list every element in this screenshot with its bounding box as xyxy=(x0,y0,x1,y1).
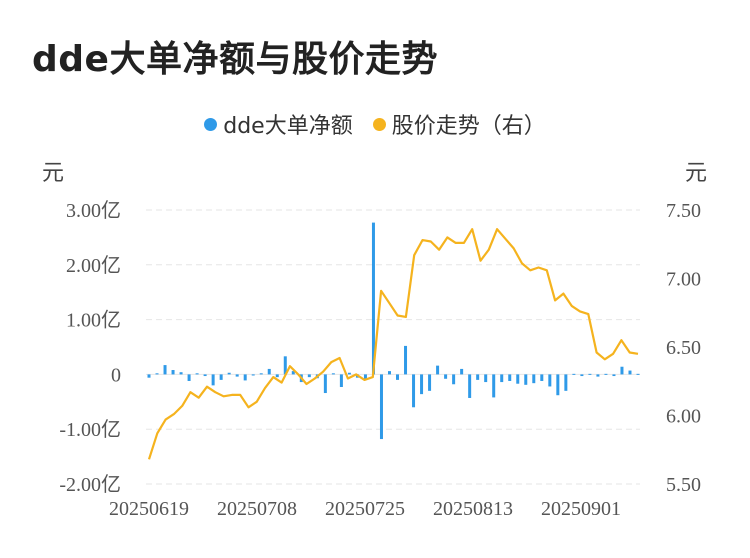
dde-bar xyxy=(420,374,424,395)
left-axis-ticks: 3.00亿 2.00亿 1.00亿 0 -1.00亿 -2.00亿 xyxy=(59,199,121,496)
x-tick-label: 20250619 xyxy=(109,498,189,520)
x-tick-label: 20250725 xyxy=(325,498,405,520)
y-right-tick-label: 5.50 xyxy=(666,474,701,496)
legend-swatch-price xyxy=(372,117,386,131)
dde-bar xyxy=(636,373,640,375)
dde-bar xyxy=(516,374,520,384)
x-tick-label: 20250901 xyxy=(541,498,621,520)
price-line xyxy=(147,228,639,460)
dde-bar xyxy=(251,374,255,376)
dde-bar xyxy=(259,373,263,375)
dde-bar xyxy=(428,374,432,391)
dde-bar xyxy=(211,374,215,386)
y-left-tick-label: -2.00亿 xyxy=(59,473,121,496)
dde-bar xyxy=(436,365,440,375)
legend-item-dde[interactable]: dde大单净额 xyxy=(204,108,353,140)
dde-bar xyxy=(371,222,375,375)
dde-bar xyxy=(540,374,544,381)
left-axis-unit: 元 xyxy=(42,161,65,186)
dde-bar xyxy=(171,370,175,375)
x-tick-label: 20250708 xyxy=(217,498,297,520)
dde-bar xyxy=(339,374,343,388)
dde-bar xyxy=(283,356,287,375)
y-left-tick-label: 0 xyxy=(111,364,121,386)
dde-bar xyxy=(243,374,247,381)
dde-bar xyxy=(235,374,239,377)
dde-bar xyxy=(564,374,568,391)
legend-swatch-dde xyxy=(204,117,218,131)
y-left-tick-label: 3.00亿 xyxy=(66,199,121,222)
y-right-tick-label: 7.00 xyxy=(666,269,701,291)
legend-label-dde: dde大单净额 xyxy=(223,114,353,139)
dde-bar xyxy=(203,374,207,377)
dde-bar xyxy=(347,372,351,375)
dde-bar xyxy=(556,374,560,396)
y-left-tick-label: -1.00亿 xyxy=(59,418,121,441)
dde-bar xyxy=(444,374,448,379)
y-right-tick-label: 7.50 xyxy=(666,200,701,222)
dde-bar xyxy=(500,374,504,383)
chart-title: dde大单净额与股价走势 xyxy=(32,39,438,80)
dde-bar xyxy=(404,345,408,375)
dde-bar xyxy=(219,374,223,380)
dde-bar xyxy=(492,374,496,398)
dde-bar xyxy=(476,374,480,380)
dde-bar xyxy=(484,374,488,383)
dde-bar xyxy=(291,371,295,375)
dde-bar xyxy=(163,365,167,375)
y-right-tick-label: 6.00 xyxy=(666,406,701,428)
dde-bar xyxy=(532,374,536,384)
dde-bar xyxy=(460,368,464,375)
x-tick-label: 20250813 xyxy=(433,498,513,520)
dde-bar xyxy=(628,370,632,375)
dde-bar xyxy=(187,374,191,381)
y-left-tick-label: 2.00亿 xyxy=(66,254,121,277)
dde-bar xyxy=(387,371,391,375)
dde-bar xyxy=(620,366,624,375)
right-axis-unit: 元 xyxy=(685,161,708,186)
dde-bar xyxy=(588,373,592,375)
dde-bar xyxy=(524,374,528,385)
dde-bar xyxy=(468,374,472,398)
dde-bar xyxy=(195,373,199,375)
dde-bar xyxy=(363,374,367,379)
dde-bar xyxy=(331,373,335,375)
dde-bar xyxy=(452,374,456,385)
dde-bar xyxy=(412,374,416,408)
dde-bar xyxy=(396,374,400,380)
dde-bar xyxy=(227,372,231,375)
dde-bar xyxy=(596,374,600,377)
dde-bar xyxy=(323,374,327,394)
y-left-tick-label: 1.00亿 xyxy=(66,309,121,332)
dde-bar xyxy=(572,373,576,375)
dde-bar xyxy=(580,374,584,377)
dde-bar xyxy=(548,374,552,387)
dde-bar xyxy=(147,374,151,378)
dde-bar xyxy=(307,374,311,378)
y-right-tick-label: 6.50 xyxy=(666,337,701,359)
line-series-price xyxy=(147,228,639,460)
dde-bar xyxy=(612,374,616,377)
dde-bar xyxy=(275,374,279,378)
dde-bar xyxy=(179,372,183,375)
gridlines xyxy=(146,209,640,485)
dde-bar xyxy=(155,373,159,375)
dde-bar xyxy=(267,368,271,375)
dde-bar xyxy=(508,374,512,381)
x-axis-ticks: 20250619 20250708 20250725 20250813 20250901 xyxy=(109,498,621,520)
dde-bar xyxy=(379,374,383,440)
right-axis-ticks: 7.50 7.00 6.50 6.00 5.50 xyxy=(666,200,701,496)
legend: dde大单净额 股价走势（右） xyxy=(0,108,750,140)
legend-item-price[interactable]: 股价走势（右） xyxy=(372,108,546,140)
dde-bar xyxy=(604,373,608,375)
bar-series-dde xyxy=(147,222,640,440)
legend-label-price: 股价走势（右） xyxy=(391,114,546,139)
